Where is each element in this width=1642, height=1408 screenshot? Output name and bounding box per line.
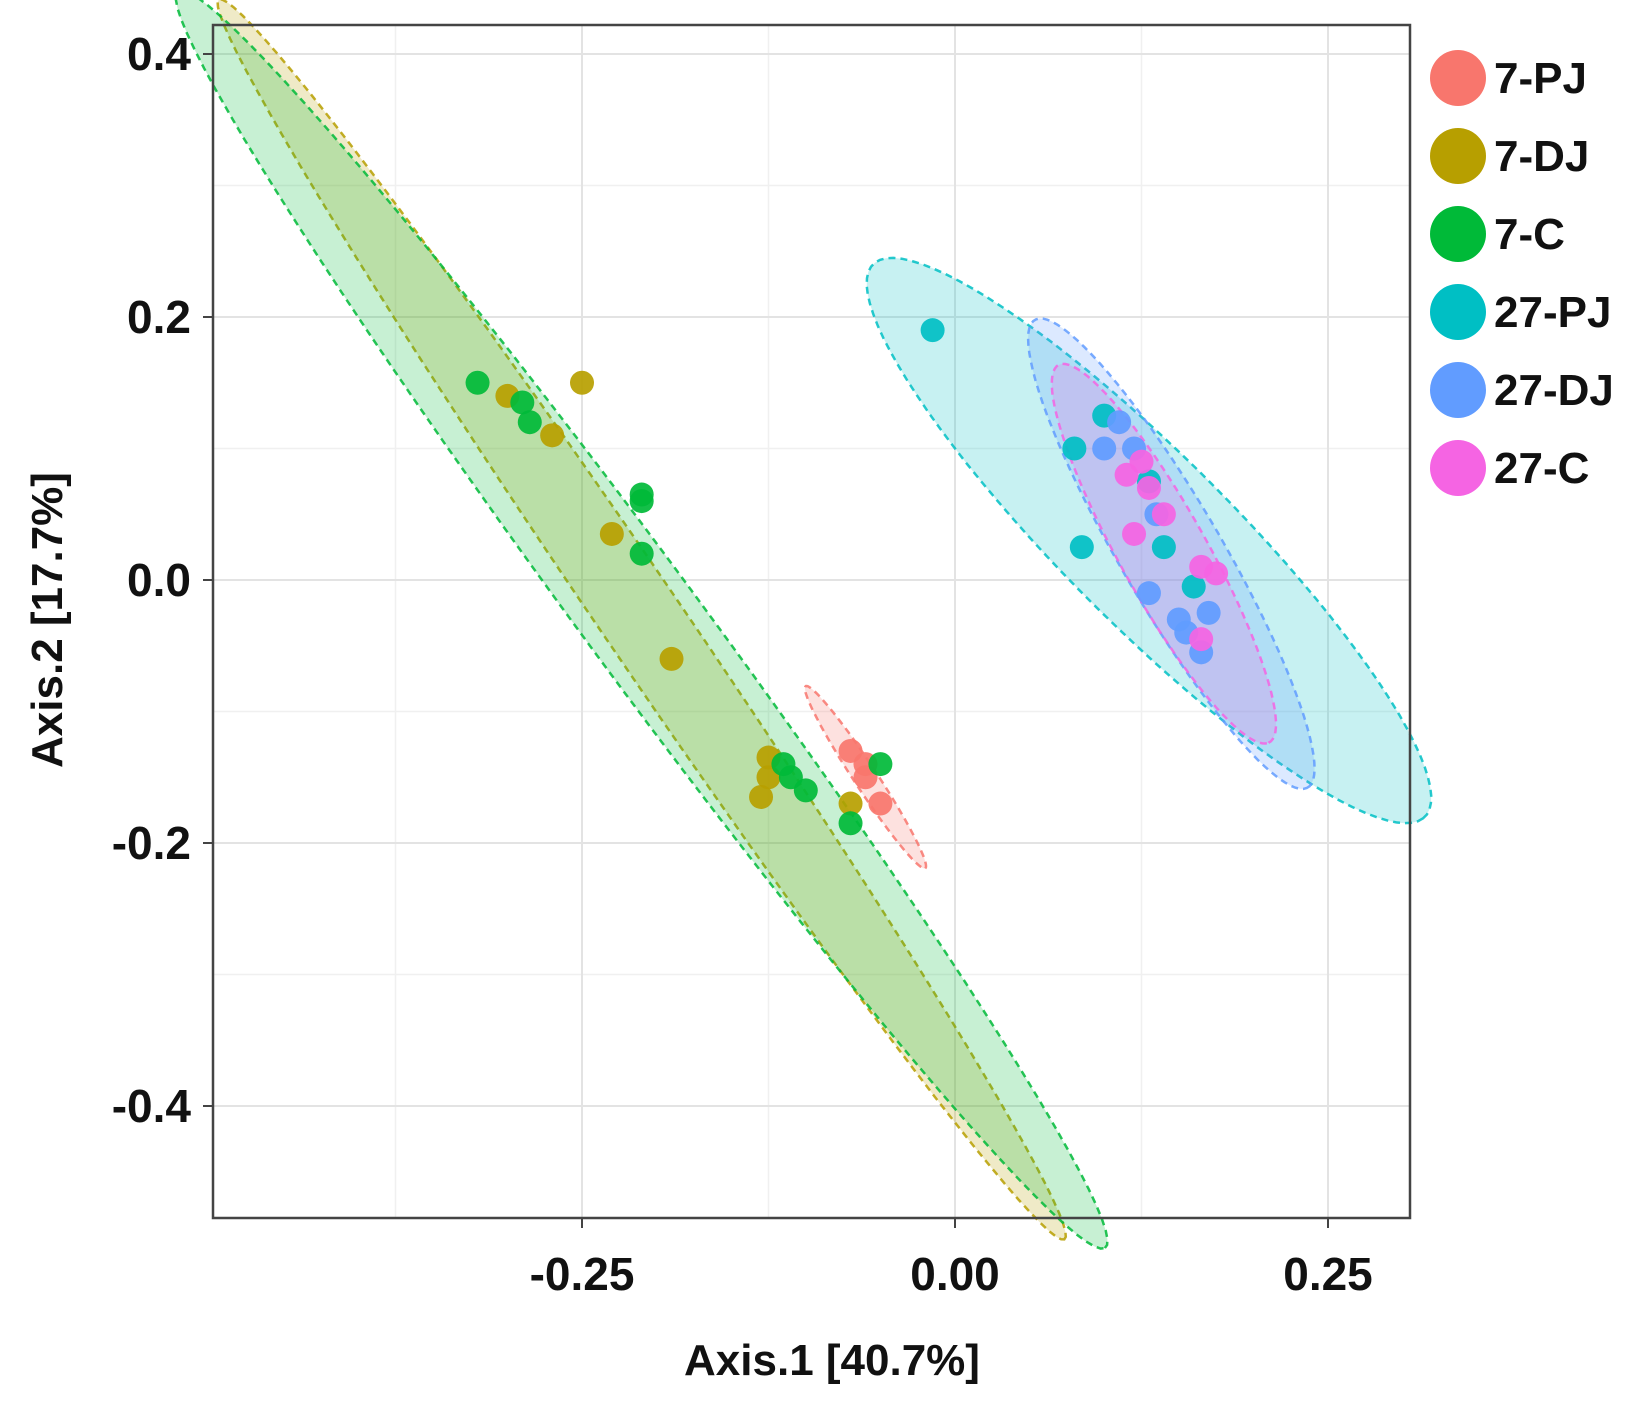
confidence-ellipses	[174, 0, 1433, 1250]
point-27-dj	[1196, 600, 1221, 625]
x-axis-title: Axis.1 [40.7%]	[684, 1336, 980, 1385]
point-27-c	[1136, 475, 1161, 500]
y-tick-label: -0.2	[112, 817, 191, 869]
legend: 7-PJ 7-DJ 7-C 27-PJ 27-DJ 27-C	[1430, 50, 1614, 496]
legend-key-27-dj	[1430, 362, 1486, 418]
ellipse-27-pj	[865, 256, 1433, 825]
point-27-dj	[1092, 436, 1117, 461]
grid-lines	[213, 25, 1410, 1218]
point-27-pj	[1181, 574, 1206, 599]
point-7-c	[629, 489, 654, 514]
point-7-dj	[838, 791, 863, 816]
point-7-dj	[599, 521, 624, 546]
point-7-c	[517, 410, 542, 435]
point-27-pj	[1069, 535, 1094, 560]
y-tick-label: -0.4	[112, 1080, 192, 1132]
x-tick-label: 0.00	[910, 1248, 1000, 1300]
x-axis: -0.25 0.00 0.25	[530, 1218, 1373, 1300]
x-tick-label: -0.25	[530, 1248, 635, 1300]
point-7-dj	[540, 423, 565, 448]
point-27-c	[1204, 561, 1229, 586]
legend-label-7-pj: 7-PJ	[1494, 54, 1587, 103]
data-points	[465, 318, 1229, 836]
legend-label-27-pj: 27-PJ	[1494, 288, 1611, 337]
x-tick-label: 0.25	[1283, 1248, 1373, 1300]
point-27-dj	[1136, 581, 1161, 606]
ellipse-7-c	[174, 0, 1109, 1250]
legend-key-7-pj	[1430, 50, 1486, 106]
legend-key-7-c	[1430, 206, 1486, 262]
point-7-c	[465, 370, 490, 395]
point-7-dj	[659, 646, 684, 671]
point-7-c	[629, 541, 654, 566]
point-27-c	[1151, 502, 1176, 527]
point-7-c	[771, 752, 796, 777]
legend-key-27-c	[1430, 440, 1486, 496]
point-7-pj	[868, 791, 893, 816]
legend-key-7-dj	[1430, 128, 1486, 184]
point-27-pj	[1062, 436, 1087, 461]
point-7-c	[793, 778, 818, 803]
point-27-c	[1189, 627, 1214, 652]
y-tick-label: 0.4	[127, 28, 191, 80]
point-27-c	[1122, 521, 1147, 546]
legend-label-27-c: 27-C	[1494, 444, 1589, 493]
point-27-pj	[1151, 535, 1176, 560]
point-27-c	[1129, 449, 1154, 474]
legend-key-27-pj	[1430, 284, 1486, 340]
y-tick-label: 0.2	[127, 291, 191, 343]
legend-label-7-c: 7-C	[1494, 210, 1565, 259]
legend-label-7-dj: 7-DJ	[1494, 132, 1589, 181]
point-7-dj	[749, 784, 774, 809]
y-axis-title: Axis.2 [17.7%]	[23, 472, 72, 768]
point-27-pj	[920, 318, 945, 343]
point-7-c	[510, 390, 535, 415]
y-tick-label: 0.0	[127, 554, 191, 606]
point-7-dj	[570, 370, 594, 395]
legend-label-27-dj: 27-DJ	[1494, 366, 1614, 415]
plot-border	[211, 23, 1412, 1220]
point-27-dj	[1107, 410, 1132, 435]
point-7-c	[868, 752, 893, 777]
point-7-c	[838, 811, 863, 836]
ellipse-7-dj	[216, 0, 1068, 1241]
y-axis: -0.4 -0.2 0.0 0.2 0.4	[112, 28, 213, 1132]
